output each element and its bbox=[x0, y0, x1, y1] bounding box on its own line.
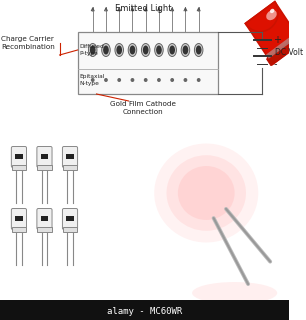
Bar bbox=[66, 216, 74, 221]
Ellipse shape bbox=[131, 78, 134, 82]
Ellipse shape bbox=[197, 78, 200, 82]
Ellipse shape bbox=[156, 45, 162, 54]
Text: alamy - MC60WR: alamy - MC60WR bbox=[107, 307, 182, 316]
Ellipse shape bbox=[144, 78, 147, 82]
Ellipse shape bbox=[141, 44, 150, 57]
Ellipse shape bbox=[169, 45, 175, 54]
Bar bbox=[0, 300, 289, 320]
Ellipse shape bbox=[196, 45, 202, 54]
FancyBboxPatch shape bbox=[11, 209, 27, 229]
Bar bbox=[37, 227, 52, 232]
Bar bbox=[12, 227, 26, 232]
Bar bbox=[41, 216, 48, 221]
Text: DC Volt: DC Volt bbox=[275, 47, 304, 57]
Ellipse shape bbox=[115, 44, 123, 57]
Ellipse shape bbox=[183, 45, 188, 54]
Text: Gold Film Cathode
Connection: Gold Film Cathode Connection bbox=[110, 101, 176, 115]
Bar bbox=[78, 32, 218, 94]
Text: Diffused
P-type: Diffused P-type bbox=[80, 44, 104, 56]
FancyBboxPatch shape bbox=[37, 147, 52, 167]
Bar bbox=[266, 33, 298, 59]
Ellipse shape bbox=[184, 78, 187, 82]
Ellipse shape bbox=[104, 78, 108, 82]
Ellipse shape bbox=[128, 44, 137, 57]
Ellipse shape bbox=[102, 44, 110, 57]
Bar bbox=[15, 216, 23, 221]
Ellipse shape bbox=[143, 45, 148, 54]
Bar bbox=[41, 154, 48, 159]
Ellipse shape bbox=[91, 78, 95, 82]
Bar bbox=[63, 165, 77, 170]
Ellipse shape bbox=[154, 143, 258, 243]
Bar bbox=[66, 154, 74, 159]
Ellipse shape bbox=[178, 166, 235, 220]
Ellipse shape bbox=[194, 44, 203, 57]
Text: Epitaxial
N-type: Epitaxial N-type bbox=[80, 75, 105, 86]
Wedge shape bbox=[245, 2, 278, 32]
Bar bbox=[15, 154, 23, 159]
Bar bbox=[37, 165, 52, 170]
Ellipse shape bbox=[88, 44, 97, 57]
Ellipse shape bbox=[130, 45, 135, 54]
Ellipse shape bbox=[181, 44, 190, 57]
Bar bbox=[267, 35, 304, 66]
Ellipse shape bbox=[116, 45, 122, 54]
Bar bbox=[63, 227, 77, 232]
Ellipse shape bbox=[155, 44, 163, 57]
FancyBboxPatch shape bbox=[62, 209, 78, 229]
Ellipse shape bbox=[103, 45, 109, 54]
Ellipse shape bbox=[157, 78, 161, 82]
Ellipse shape bbox=[266, 10, 277, 20]
Ellipse shape bbox=[168, 44, 177, 57]
Text: Charge Carrier
Recombination: Charge Carrier Recombination bbox=[1, 36, 55, 50]
Text: Emitted Light: Emitted Light bbox=[115, 4, 171, 13]
Ellipse shape bbox=[192, 282, 277, 304]
Bar bbox=[12, 165, 26, 170]
Text: +: + bbox=[274, 35, 282, 45]
Bar bbox=[245, 2, 302, 64]
Ellipse shape bbox=[117, 78, 121, 82]
Ellipse shape bbox=[166, 155, 246, 231]
FancyBboxPatch shape bbox=[62, 147, 78, 167]
Ellipse shape bbox=[90, 45, 95, 54]
Ellipse shape bbox=[270, 9, 274, 13]
FancyBboxPatch shape bbox=[37, 209, 52, 229]
Text: -: - bbox=[274, 59, 277, 69]
FancyBboxPatch shape bbox=[11, 147, 27, 167]
Ellipse shape bbox=[170, 78, 174, 82]
